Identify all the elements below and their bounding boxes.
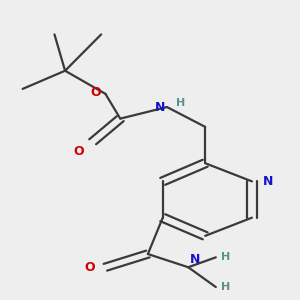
Text: O: O [84, 261, 95, 274]
Text: N: N [262, 175, 273, 188]
Text: N: N [154, 100, 165, 114]
Text: H: H [221, 282, 230, 292]
Text: N: N [190, 253, 201, 266]
Text: H: H [176, 98, 186, 108]
Text: O: O [74, 145, 84, 158]
Text: O: O [91, 86, 101, 99]
Text: H: H [221, 252, 230, 262]
